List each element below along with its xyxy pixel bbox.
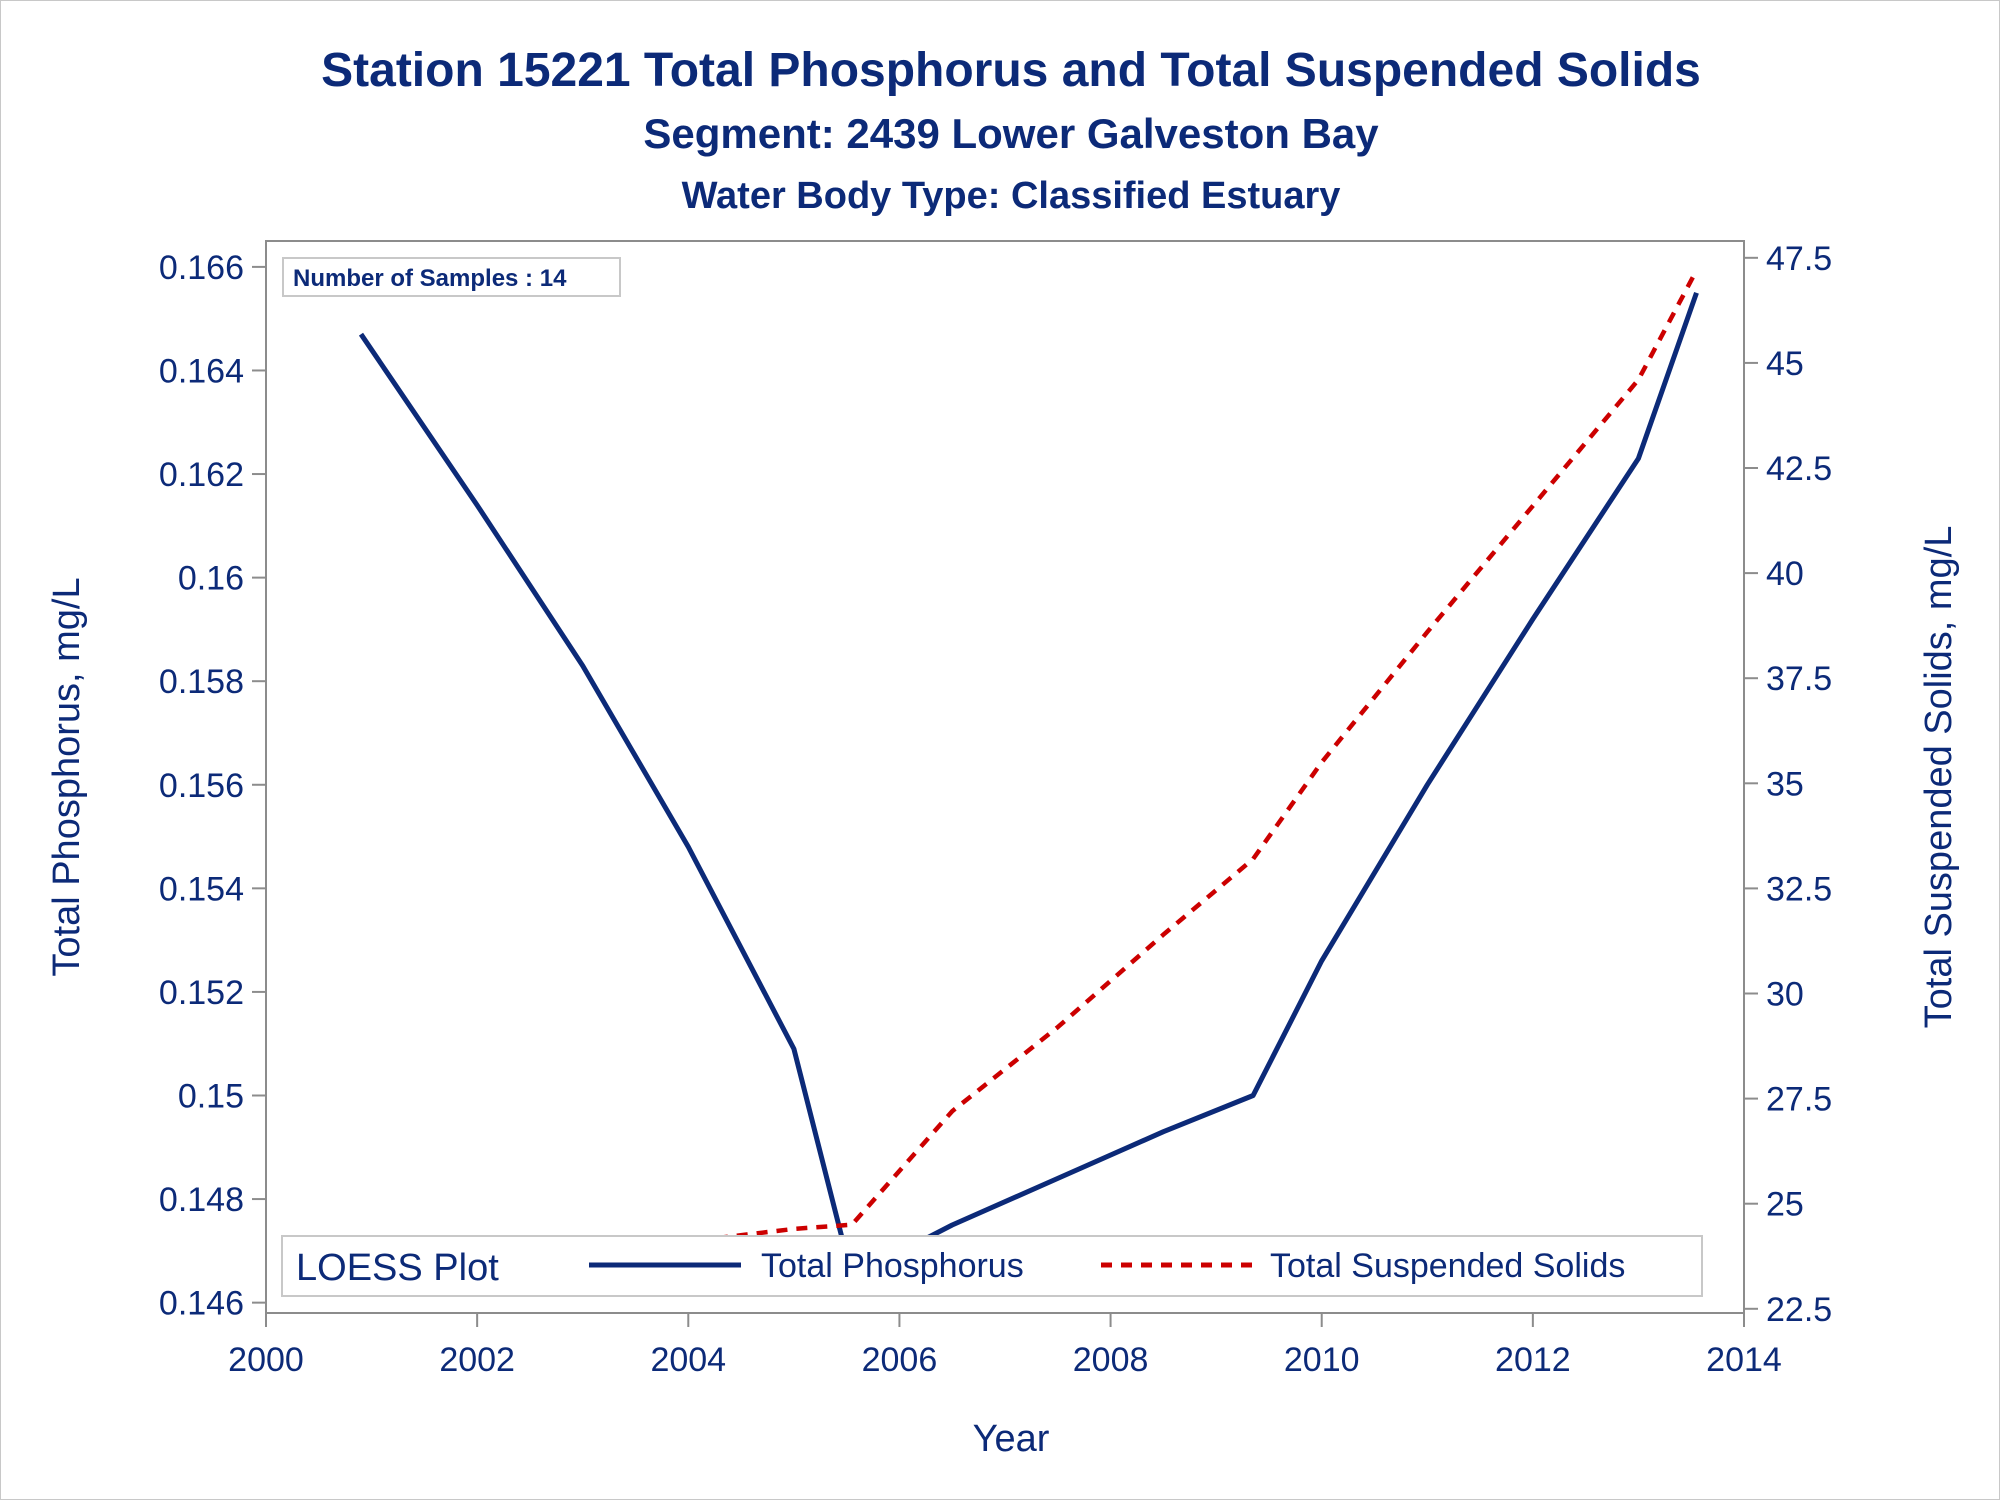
y-tick-label: 0.146 — [159, 1285, 244, 1323]
legend: LOESS Plot Total Phosphorus Total Suspen… — [281, 1235, 1703, 1297]
y2-tick-label: 30 — [1766, 976, 1804, 1014]
x-tick-label: 2010 — [1284, 1341, 1360, 1379]
y2-tick-label: 22.5 — [1766, 1291, 1832, 1329]
series-line-total-phosphorus — [358, 291, 1699, 1280]
sample-count-box — [282, 257, 621, 297]
series-layer — [358, 269, 1699, 1295]
y-tick-label: 0.164 — [159, 352, 244, 390]
x-tick-label: 2012 — [1495, 1341, 1571, 1379]
y2-tick-label: 25 — [1766, 1186, 1804, 1224]
y2-tick-label: 45 — [1766, 345, 1804, 383]
y2-tick-label: 42.5 — [1766, 450, 1832, 488]
x-tick-label: 2004 — [650, 1341, 726, 1379]
y2-axis-label: Total Suspended Solids, mg/L — [1918, 526, 1960, 1029]
y-tick-label: 0.152 — [159, 974, 244, 1012]
x-tick-label: 2000 — [228, 1341, 304, 1379]
chart-subtitle-2: Water Body Type: Classified Estuary — [682, 175, 1341, 217]
legend-title: LOESS Plot — [296, 1247, 499, 1289]
x-tick-label: 2008 — [1073, 1341, 1149, 1379]
y-tick-label: 0.158 — [159, 663, 244, 701]
x-tick-label: 2006 — [862, 1341, 938, 1379]
y-axis-label: Total Phosphorus, mg/L — [46, 577, 88, 976]
y-tick-label: 0.148 — [159, 1181, 244, 1219]
legend-label-phosphorus: Total Phosphorus — [761, 1247, 1024, 1285]
y2-tick-label: 32.5 — [1766, 870, 1832, 908]
series-line-total-suspended-solids — [360, 269, 1699, 1295]
y2-tick-label: 40 — [1766, 555, 1804, 593]
y-tick-label: 0.156 — [159, 767, 244, 805]
y2-tick-label: 27.5 — [1766, 1081, 1832, 1119]
plot-area — [265, 240, 1745, 1314]
chart-title: Station 15221 Total Phosphorus and Total… — [321, 44, 1701, 97]
chart-subtitle: Segment: 2439 Lower Galveston Bay — [643, 110, 1379, 157]
y2-axis-ticks: 22.5 25 27.5 30 32.5 35 37.5 40 42.5 45 47.5 — [1744, 240, 1832, 1329]
y-tick-label: 0.154 — [159, 870, 244, 908]
x-axis-label: Year — [973, 1418, 1050, 1460]
y2-tick-label: 37.5 — [1766, 660, 1832, 698]
y2-tick-label: 47.5 — [1766, 240, 1832, 278]
x-axis-ticks: 2000 2002 2004 2006 2008 2010 2012 2014 — [228, 1313, 1782, 1379]
legend-box — [281, 1235, 1703, 1297]
y-tick-label: 0.166 — [159, 249, 244, 287]
y-tick-label: 0.15 — [178, 1077, 244, 1115]
y-tick-label: 0.16 — [178, 560, 244, 598]
y-tick-label: 0.162 — [159, 456, 244, 494]
y2-tick-label: 35 — [1766, 765, 1804, 803]
y-axis-ticks: 0.146 0.148 0.15 0.152 0.154 0.156 0.158 0.16 0.… — [159, 249, 266, 1323]
sample-count-label: Number of Samples : 14 — [293, 265, 567, 292]
x-tick-label: 2014 — [1706, 1341, 1782, 1379]
x-tick-label: 2002 — [439, 1341, 515, 1379]
legend-label-suspended-solids: Total Suspended Solids — [1270, 1247, 1625, 1285]
